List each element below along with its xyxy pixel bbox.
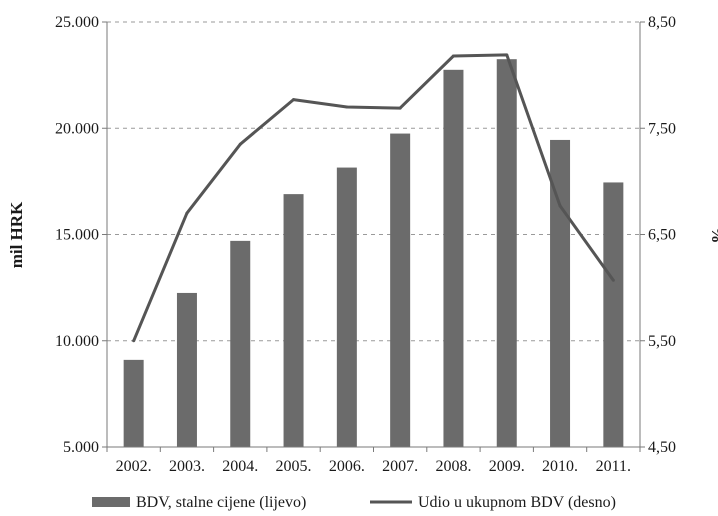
line-point	[292, 98, 296, 102]
line-point	[345, 105, 349, 109]
y-right-tick-label: 4,50	[648, 439, 676, 456]
x-tick-label: 2010.	[542, 458, 578, 475]
x-tick-label: 2004.	[222, 458, 258, 475]
y-left-tick-label: 15.000	[55, 227, 99, 244]
y-right-tick-label: 5,50	[648, 333, 676, 350]
legend-bar-label: BDV, stalne cijene (lijevo)	[136, 494, 306, 511]
bar	[176, 292, 197, 447]
y-left-tick-label: 5.000	[63, 439, 99, 456]
bar	[496, 59, 517, 447]
x-tick-label: 2009.	[489, 458, 525, 475]
x-tick-label: 2008.	[435, 458, 471, 475]
tick-labels: 5.000 4,50 10.000 5,50 15.000 6,50 20.000 7,50 2…	[55, 14, 676, 475]
bar	[550, 139, 571, 447]
line-point	[611, 278, 615, 282]
bar	[603, 182, 624, 447]
axes	[102, 21, 645, 452]
x-tick-label: 2002.	[116, 458, 152, 475]
x-tick-label: 2007.	[382, 458, 418, 475]
bar-series	[123, 59, 624, 447]
bar	[443, 69, 464, 447]
legend-bar-swatch	[92, 497, 130, 507]
line-series	[132, 53, 615, 343]
x-tick-label: 2005.	[276, 458, 312, 475]
line-point	[558, 204, 562, 208]
y-right-tick-label: 8,50	[648, 14, 676, 31]
bar	[123, 359, 144, 447]
y-right-tick-label: 6,50	[648, 227, 676, 244]
y-axis-right-title: %	[708, 227, 718, 244]
line-point	[505, 53, 509, 57]
bar	[230, 240, 251, 447]
y-axis-left-title: mil HRK	[7, 201, 26, 268]
y-left-tick-label: 25.000	[55, 14, 99, 31]
line-point	[185, 211, 189, 215]
line-point	[398, 106, 402, 110]
legend: BDV, stalne cijene (lijevo) Udio u ukupn…	[92, 494, 616, 511]
line-udio	[132, 53, 615, 342]
y-left-tick-label: 20.000	[55, 120, 99, 137]
line-point	[451, 54, 455, 58]
bar	[283, 194, 304, 447]
line-point	[238, 142, 242, 146]
bar	[390, 133, 411, 447]
x-tick-label: 2006.	[329, 458, 365, 475]
x-tick-label: 2011.	[596, 458, 631, 475]
x-tick-label: 2003.	[169, 458, 205, 475]
y-left-tick-label: 10.000	[55, 333, 99, 350]
bar	[336, 167, 357, 447]
y-right-tick-label: 7,50	[648, 120, 676, 137]
line-point	[132, 339, 136, 343]
legend-line-label: Udio u ukupnom BDV (desno)	[418, 494, 616, 511]
